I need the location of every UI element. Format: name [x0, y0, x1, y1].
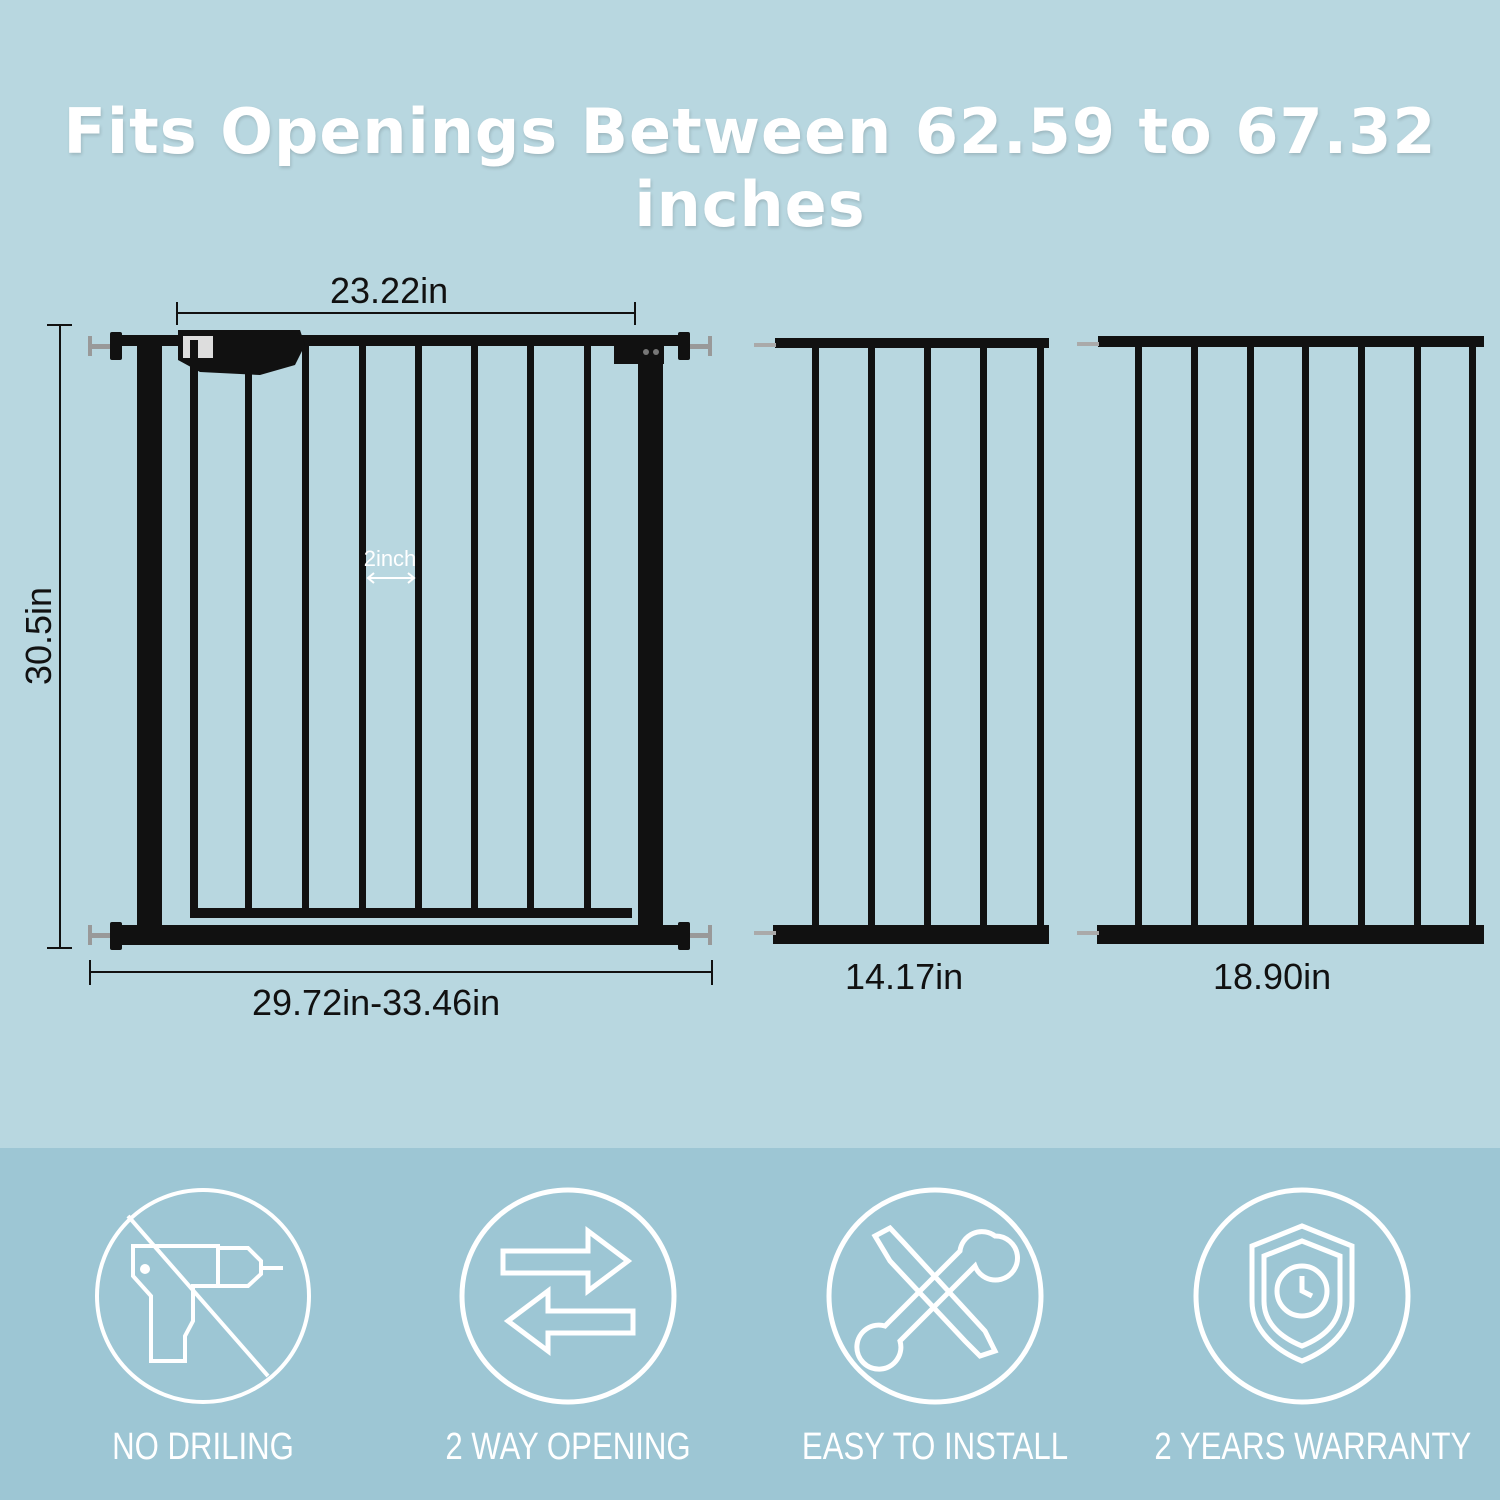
gate-diagram: 2inch: [47, 302, 1484, 985]
gate-width-label: 23.22in: [330, 270, 449, 311]
gate-bar: [1302, 345, 1309, 927]
gate-bar: [302, 346, 309, 910]
feature-label: 2 WAY OPENING: [445, 1426, 691, 1468]
feature-easy-install: EASY TO INSTALL: [755, 1186, 1115, 1469]
tools-icon: [826, 1187, 1044, 1405]
extension-panel-small: [754, 338, 1049, 944]
gate-range-label: 29.72in-33.46in: [252, 982, 501, 1023]
range-dimension-line: [89, 960, 713, 985]
top-bar: [120, 335, 680, 346]
spacing-arrow: [366, 572, 416, 584]
gate-bar: [245, 346, 252, 910]
main-gate: 2inch: [47, 302, 713, 985]
page-title: Fits Openings Between 62.59 to 67.32 inc…: [63, 95, 1437, 241]
gate-bar: [1191, 345, 1198, 927]
gate-bar: [190, 340, 198, 918]
gate-height-label: 30.5in: [18, 586, 60, 686]
gate-bar: [1135, 345, 1142, 927]
two-way-arrows-icon: [459, 1187, 677, 1405]
gate-bar: [1414, 345, 1421, 927]
spacing-label: 2inch: [364, 546, 417, 571]
gate-bar: [924, 346, 931, 927]
features-band: NO DRILING 2 WAY OPENING EASY TO INSTALL…: [0, 1148, 1500, 1500]
width-dimension-line: [176, 302, 636, 325]
gate-bar: [359, 346, 366, 910]
gate-bar: [584, 346, 591, 910]
gate-bar: [980, 346, 987, 927]
gate-bar: [1358, 345, 1365, 927]
gate-bar: [415, 346, 422, 910]
no-drill-icon: [95, 1188, 311, 1404]
gate-bar: [1037, 346, 1044, 927]
extension-small-label: 14.17in: [845, 956, 964, 997]
feature-no-drilling: NO DRILING: [23, 1186, 383, 1469]
feature-label: NO DRILING: [112, 1426, 294, 1468]
door-bottom-bar: [190, 908, 632, 918]
gate-bar: [1469, 345, 1476, 927]
feature-two-way: 2 WAY OPENING: [388, 1186, 748, 1469]
right-post: [638, 345, 663, 940]
gate-bar: [527, 346, 534, 910]
gate-bar: [812, 346, 819, 927]
gate-bar: [1247, 345, 1254, 927]
extension-large-label: 18.90in: [1213, 956, 1332, 997]
left-post: [137, 340, 162, 940]
pressure-knobs: [88, 332, 712, 950]
feature-label: EASY TO INSTALL: [801, 1426, 1069, 1468]
shield-clock-icon: [1193, 1187, 1411, 1405]
bottom-bar: [120, 925, 685, 945]
feature-label: 2 YEARS WARRANTY: [1154, 1426, 1472, 1468]
extension-panel-large: [1077, 336, 1484, 944]
feature-warranty: 2 YEARS WARRANTY: [1122, 1186, 1482, 1469]
gate-bar: [868, 346, 875, 927]
gate-bar: [471, 346, 478, 910]
height-dimension-line: [47, 324, 72, 949]
